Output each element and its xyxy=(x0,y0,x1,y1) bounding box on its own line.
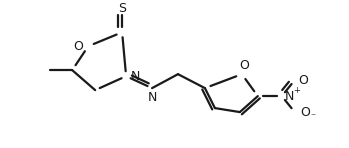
Text: +: + xyxy=(293,86,300,95)
Text: N: N xyxy=(285,90,295,103)
Text: N: N xyxy=(147,91,157,104)
Text: O: O xyxy=(239,59,249,72)
Text: O: O xyxy=(300,106,310,119)
Text: N: N xyxy=(131,70,140,83)
Text: ⁻: ⁻ xyxy=(310,112,315,122)
Text: O: O xyxy=(73,40,83,53)
Text: O: O xyxy=(298,74,307,87)
Text: S: S xyxy=(118,2,126,15)
